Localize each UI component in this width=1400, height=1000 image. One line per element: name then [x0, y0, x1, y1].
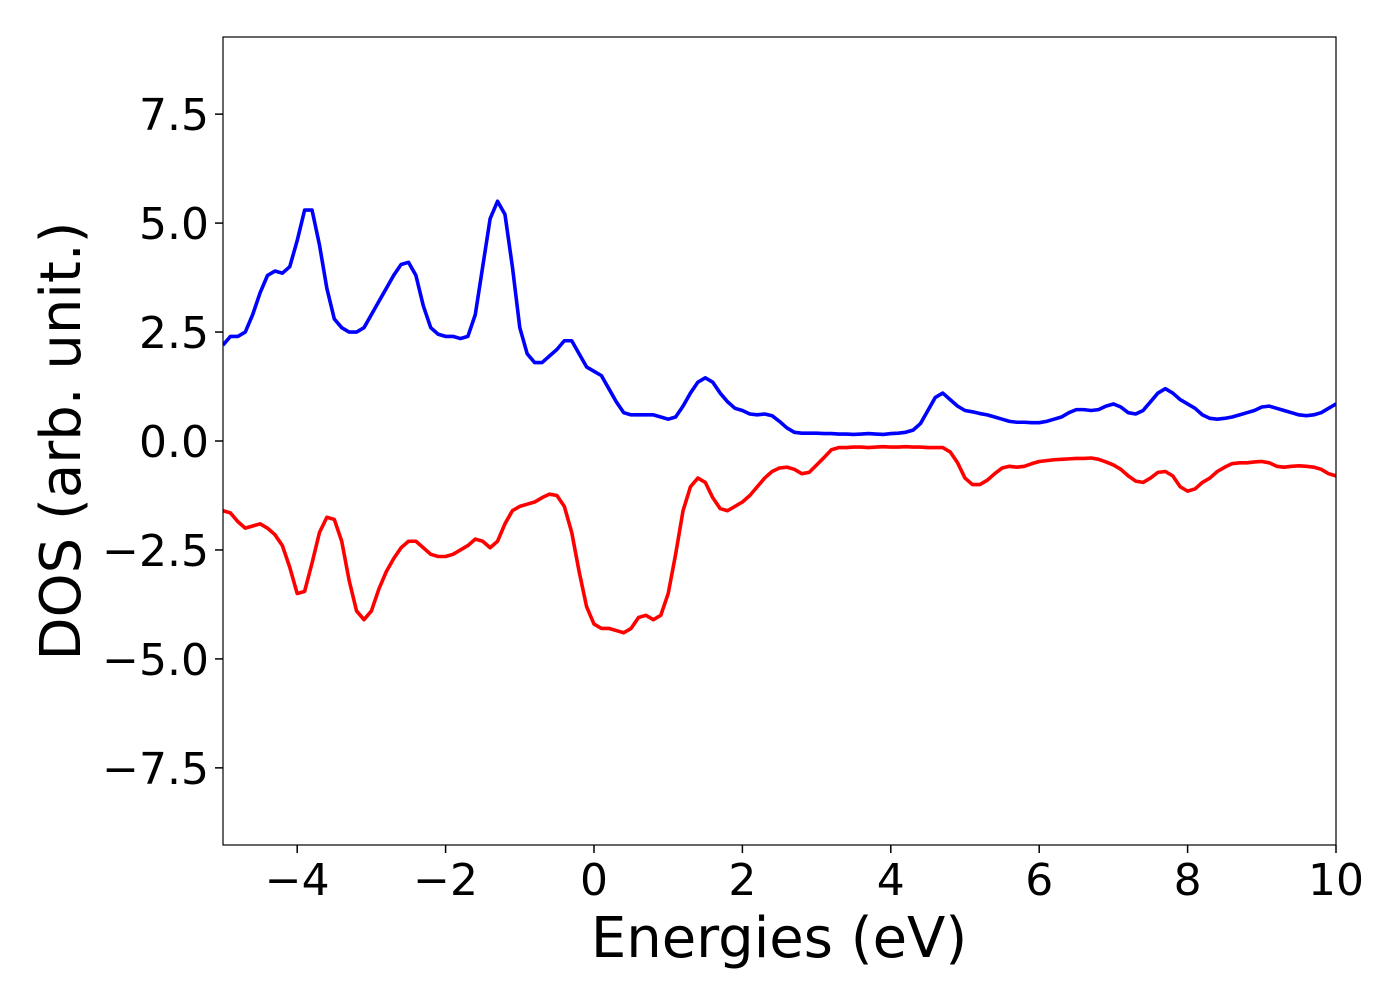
x-tick-label: −4 — [265, 855, 330, 906]
y-tick-label: −7.5 — [102, 744, 209, 795]
data-line — [223, 444, 1336, 635]
y-axis-label: DOS (arb. unit.) — [29, 221, 94, 660]
plot-frame — [222, 36, 1337, 846]
x-axis-label: Energies (eV) — [591, 906, 967, 971]
x-tick-label: −2 — [413, 855, 478, 906]
x-tick-label: 6 — [1025, 855, 1053, 906]
x-tick-label: 8 — [1174, 855, 1202, 906]
x-tick-label: 0 — [580, 855, 608, 906]
y-tick-label: 5.0 — [139, 199, 209, 250]
y-tick-label: −5.0 — [102, 635, 209, 686]
x-tick-label: 10 — [1308, 855, 1364, 906]
x-tick-label: 4 — [877, 855, 905, 906]
y-tick-label: 0.0 — [139, 417, 209, 468]
data-line — [223, 199, 1336, 437]
y-tick-label: 2.5 — [139, 308, 209, 359]
y-tick-label: 7.5 — [139, 90, 209, 141]
y-tick-label: −2.5 — [102, 526, 209, 577]
x-tick-label: 2 — [728, 855, 756, 906]
